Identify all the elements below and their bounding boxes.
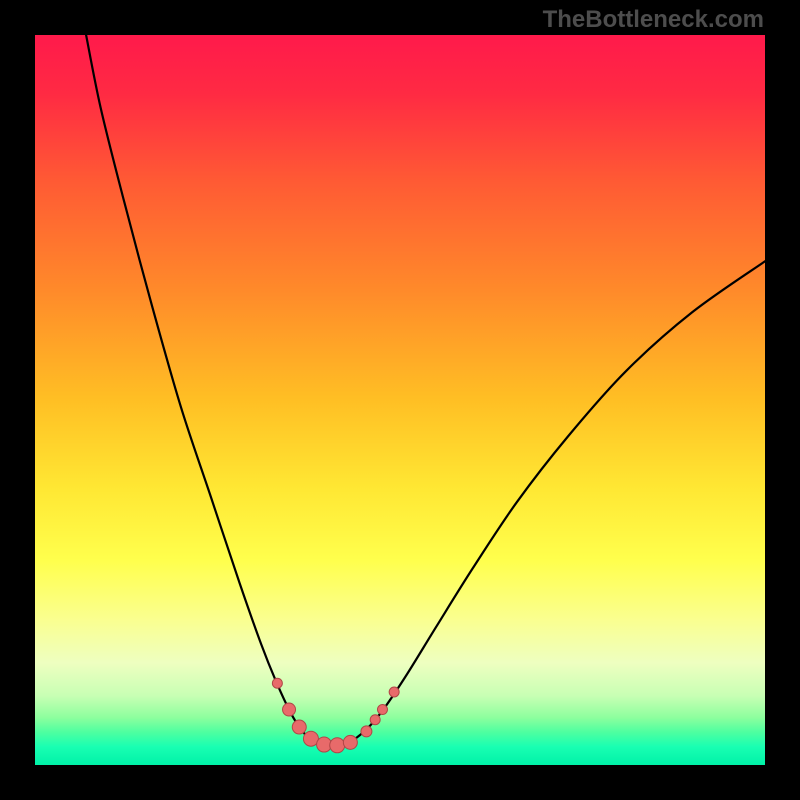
curve-marker [292, 720, 306, 734]
curve-marker [343, 735, 357, 749]
curve-marker [272, 678, 282, 688]
curve-marker [361, 726, 372, 737]
curve-marker [370, 715, 380, 725]
curve-marker [389, 687, 399, 697]
curve-marker [330, 738, 345, 753]
gradient-background [35, 35, 765, 765]
curve-marker [377, 705, 387, 715]
plot-area [35, 35, 765, 765]
bottleneck-chart [35, 35, 765, 765]
watermark-text: TheBottleneck.com [543, 6, 764, 34]
curve-marker [283, 703, 296, 716]
